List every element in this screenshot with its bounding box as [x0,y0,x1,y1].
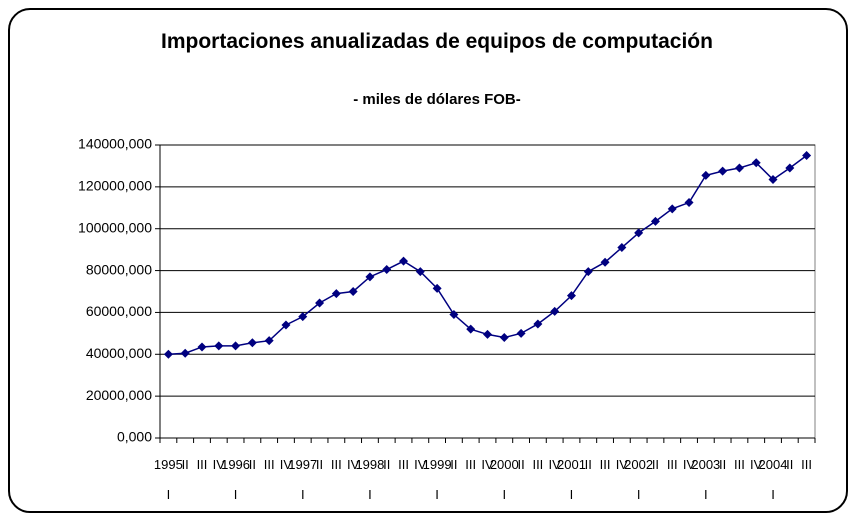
data-point [415,267,425,277]
data-point [734,163,744,173]
x-tick-label: 1998 I [355,457,385,502]
plot-area [159,144,816,439]
data-point [315,298,325,308]
x-tick-label: IV [682,457,696,472]
x-tick-label: II [248,457,256,472]
x-tick-label: II [181,457,189,472]
data-point [281,320,291,330]
data-point [550,306,560,316]
data-point [583,267,593,277]
x-tick-label: IV [212,457,225,472]
x-tick-label: 2002 I [624,457,654,502]
y-tick-label: 120000,000 [78,178,152,194]
data-point [701,170,711,180]
chart-subtitle: - miles de dólares FOB- [353,91,521,108]
x-tick-label: III [330,457,342,472]
x-tick-label: IV [750,457,763,472]
data-point [180,348,190,358]
x-tick-label: III [734,457,745,472]
data-point [365,272,375,282]
x-tick-label: III [801,457,813,472]
x-tick-label: 1995 I [153,457,183,502]
data-point [348,287,358,296]
y-tick-label: 40000,000 [86,345,152,361]
x-tick-label: II [584,457,592,472]
y-tick-label: 80000,000 [86,261,152,277]
x-tick-label: II [786,457,794,472]
x-tick-label: III [532,457,544,472]
y-tick-label: 100000,000 [78,219,152,235]
y-tick-label: 60000,000 [86,303,152,319]
y-tick-label: 140000,000 [78,136,152,152]
x-tick-label: III [465,457,477,472]
x-tick-label: III [263,457,275,472]
data-point [197,342,207,352]
data-point [667,204,677,214]
x-tick-label: 2001 I [557,457,586,502]
x-tick-label: II [651,457,660,472]
x-tick-label: 1996 I [221,457,251,502]
data-point [802,150,812,160]
x-tick-label: 2004 I [758,457,788,502]
chart-frame [8,8,848,513]
x-tick-label: III [599,457,611,472]
data-point [768,175,778,185]
data-point [449,310,459,320]
data-point [499,333,509,343]
x-tick-label: II [383,457,391,472]
data-point [483,329,492,339]
x-tick-label: IV [615,457,628,472]
data-point [684,198,694,208]
x-tick-label: III [666,457,678,472]
data-point [533,319,543,329]
data-point [163,349,173,359]
chart-title: Importaciones anualizadas de equipos de … [161,30,713,53]
data-point [264,336,274,346]
x-tick-label: IV [481,457,494,472]
data-point [650,216,660,226]
data-point [298,312,308,322]
data-point [466,324,476,334]
data-point [785,163,795,173]
data-point [231,341,241,351]
data-point [382,265,392,275]
x-tick-label: III [196,457,208,472]
x-tick-label: 1999 I [422,457,452,502]
x-tick-label: IV [414,457,427,472]
x-tick-label: IV [346,457,360,472]
data-point [617,243,627,253]
x-tick-label: IV [279,457,293,472]
data-point [432,283,442,293]
x-tick-label: 2003 I [691,457,721,502]
data-point [718,166,728,176]
data-point [516,328,526,338]
data-point [634,228,644,238]
data-point [399,256,409,266]
x-tick-label: 1997 I [288,457,318,502]
data-point [214,341,224,351]
x-tick-label: IV [548,457,561,472]
x-tick-label: II [315,457,324,472]
data-point [247,338,257,348]
data-point [331,289,341,299]
y-tick-label: 0,000 [117,429,152,445]
data-point [751,158,761,168]
x-tick-label: II [450,457,458,472]
x-tick-label: II [517,457,525,472]
x-tick-label: 2000 I [489,457,519,502]
x-tick-label: III [398,457,409,472]
data-point [600,257,610,267]
x-tick-label: II [719,457,727,472]
data-point [566,291,576,301]
y-tick-label: 20000,000 [86,387,152,403]
